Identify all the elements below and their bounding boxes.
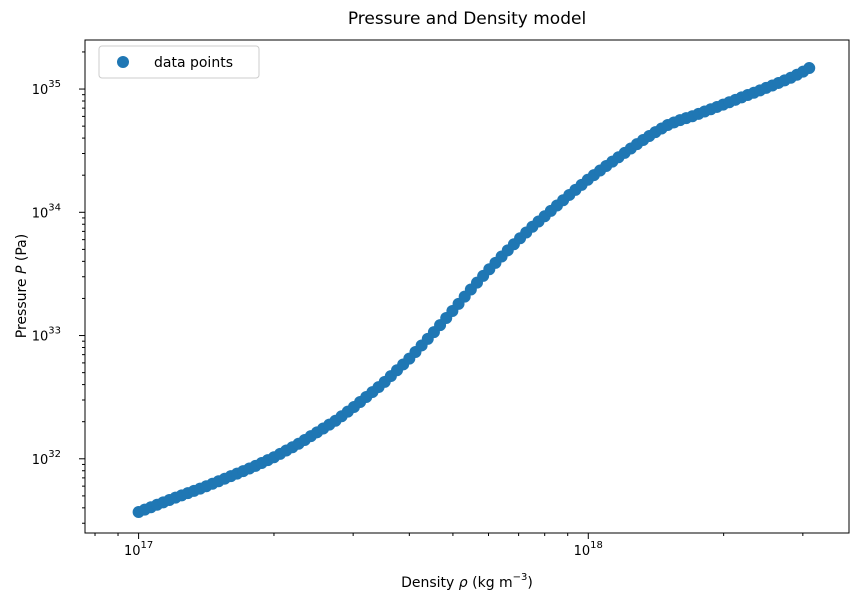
legend-entry-data-points: data points [154,55,233,71]
legend-box [98,45,260,79]
chart-title: Pressure and Density model [348,9,586,29]
x-axis-label-unit: (kg m [468,575,513,591]
y-axis-label-unit: (Pa) [14,234,30,266]
legend-marker [117,56,129,68]
x-tick-label: 1018 [574,540,603,559]
axis-ticks-layer: 1017 1018 1032 1033 1034 1035 [32,51,804,559]
x-axis-label: Density ρ (kg m−3) [401,572,533,591]
y-tick-label: 1034 [32,202,61,221]
x-tick-label: 1017 [124,540,153,559]
y-axis-label: Pressure P (Pa) [14,234,30,338]
y-axis-label-symbol: P [14,265,30,274]
data-points-layer [132,62,816,519]
y-tick-label: 1032 [32,449,61,468]
data-point [803,62,816,75]
legend: data points [98,45,260,79]
y-tick-label: 1035 [32,79,61,98]
x-axis-label-unit-exponent: −3 [513,572,528,583]
y-tick-label: 1033 [32,326,61,345]
x-axis-label-symbol: ρ [459,575,468,591]
x-axis-label-prefix: Density [401,575,459,591]
x-axis-label-unit-close: ) [527,575,532,591]
y-axis-label-prefix: Pressure [14,274,30,338]
plot-area-frame [84,39,850,534]
